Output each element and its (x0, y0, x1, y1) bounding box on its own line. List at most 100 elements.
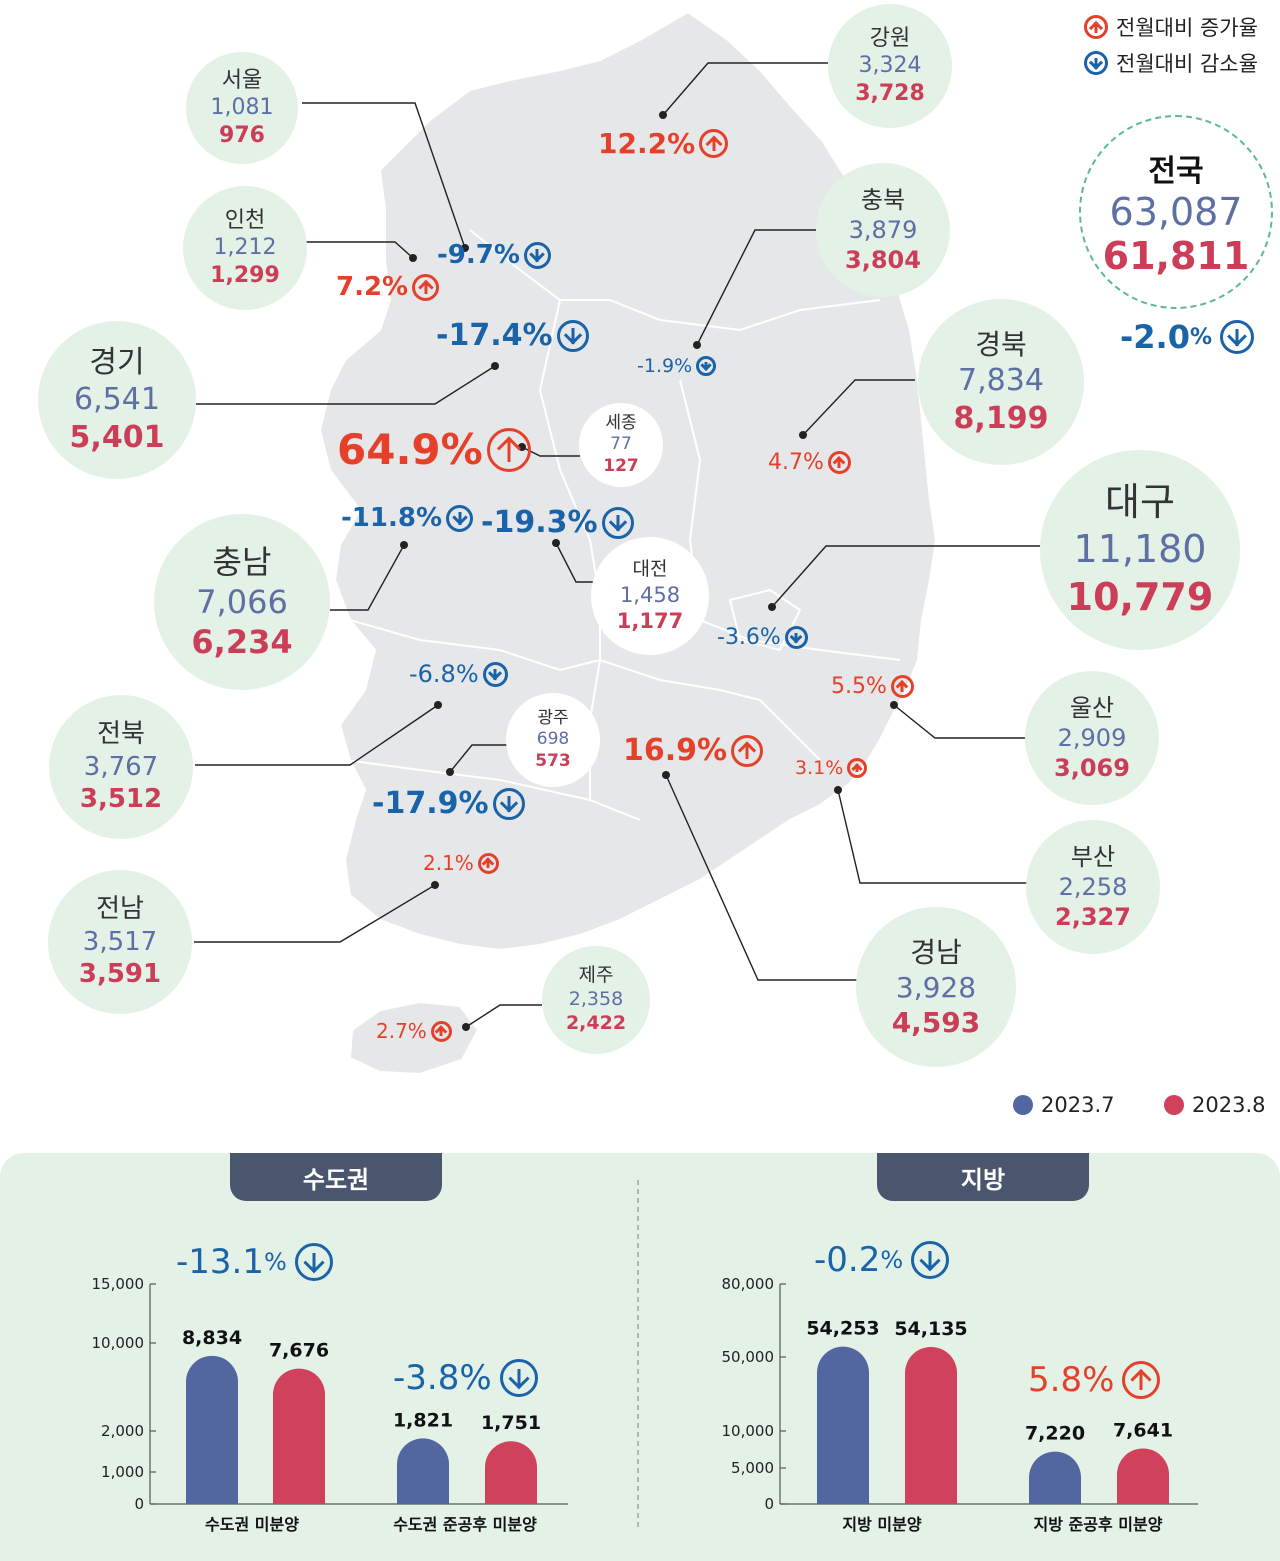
region-aug: 1,299 (210, 262, 280, 288)
leader-dot (462, 1023, 470, 1031)
region-change-seoul: -9.7% (437, 240, 551, 270)
local-region-title: 지방 (960, 1165, 1006, 1194)
arrow-up-circle-icon (731, 734, 764, 767)
region-change-value: 4.7% (768, 450, 824, 475)
region-change-value: -17.9% (372, 786, 489, 821)
legend-aug-dot (1164, 1095, 1184, 1115)
region-name: 대전 (632, 557, 668, 580)
bar-value-label: 7,676 (269, 1340, 329, 1362)
bar-value-label: 8,834 (182, 1327, 242, 1349)
capital-region-tab: 수도권 (230, 1153, 442, 1201)
region-jul: 3,928 (895, 970, 977, 1004)
region-aug: 573 (535, 750, 571, 771)
leader-line (195, 704, 439, 766)
arrow-down-circle-icon (601, 506, 634, 539)
region-aug: 3,512 (79, 784, 163, 815)
bar-value-label: 54,135 (894, 1318, 967, 1340)
y-tick-label: 2,000 (101, 1422, 144, 1440)
region-change-value: 2.1% (423, 851, 474, 875)
region-jul: 77 (610, 434, 632, 455)
region-change-gyeonggi: -17.4% (436, 318, 589, 353)
region-aug: 2,327 (1055, 903, 1131, 931)
chart-change-label: 5.8% (1028, 1360, 1161, 1400)
region-change-value: -11.8% (341, 503, 442, 533)
region-change-incheon: 7.2% (336, 272, 440, 302)
chart-change-value: -3.8% (393, 1358, 492, 1398)
region-change-busan: 3.1% (795, 757, 868, 779)
region-jul: 7,066 (196, 583, 288, 621)
leader-line (837, 789, 1028, 884)
leader-dot (409, 254, 417, 262)
region-change-value: 2.7% (376, 1019, 427, 1043)
legend-decrease-label: 전월대비 감소율 (1116, 52, 1258, 76)
category-label: 지방 미분양 (842, 1515, 921, 1534)
legend-jul-label: 2023.7 (1041, 1093, 1115, 1117)
arrow-up-circle-icon (890, 675, 914, 698)
region-bubble-jeonnam: 전남 3,517 3,591 (48, 870, 192, 1014)
region-jul: 1,081 (210, 95, 274, 121)
region-change-value: -17.4% (436, 318, 553, 353)
region-name: 대구 (1105, 479, 1175, 524)
region-jul: 11,180 (1073, 527, 1207, 572)
leader-line (771, 545, 1040, 608)
arrow-down-circle-icon (696, 356, 717, 376)
bar-value-label: 7,220 (1025, 1423, 1085, 1445)
chart-change-label: -0.2% (814, 1240, 950, 1280)
leader-line (802, 379, 915, 436)
chart-change-label: -13.1% (176, 1242, 333, 1282)
region-bubble-daegu: 대구 11,180 10,779 (1040, 450, 1240, 650)
region-name: 경남 (910, 935, 962, 969)
leader-dot (662, 771, 670, 779)
arrow-down-circle-icon (492, 787, 525, 820)
region-name: 광주 (537, 708, 569, 729)
border-line (344, 759, 641, 821)
region-bubble-busan: 부산 2,258 2,327 (1026, 820, 1160, 954)
leader-dot (400, 541, 408, 549)
bar-aug (485, 1441, 537, 1504)
region-bubble-gyeongnam: 경남 3,928 4,593 (856, 907, 1016, 1067)
y-tick-label: 50,000 (722, 1348, 775, 1366)
arrow-down-circle-icon (294, 1243, 333, 1281)
arrow-down-circle-icon (446, 504, 473, 532)
region-jul: 3,879 (848, 216, 918, 244)
chart-change-value: 5.8% (1028, 1360, 1115, 1400)
category-label: 수도권 미분양 (205, 1515, 299, 1534)
region-change-chungbuk: -1.9% (637, 355, 717, 377)
leader-line (465, 1004, 542, 1028)
region-name: 인천 (224, 207, 266, 233)
legend-increase: 전월대비 증가율 (1084, 12, 1258, 42)
y-tick-label: 1,000 (101, 1463, 144, 1481)
region-change-gangwon: 12.2% (598, 127, 729, 160)
leader-dot (890, 701, 898, 709)
region-bubble-sejong: 세종 77 127 (579, 403, 663, 487)
region-change-jeju: 2.7% (376, 1019, 452, 1043)
chart-change-label: -3.8% (393, 1358, 538, 1398)
y-tick-label: 80,000 (722, 1275, 775, 1293)
border-line (469, 229, 881, 332)
region-jul: 2,358 (568, 988, 624, 1011)
region-jul: 1,458 (619, 582, 681, 607)
arrow-down-circle-icon (556, 319, 589, 352)
arrow-down-circle-icon (784, 626, 808, 649)
bar-jul (186, 1355, 239, 1504)
leader-dot (491, 362, 499, 370)
region-bubble-chungnam: 충남 7,066 6,234 (154, 514, 330, 690)
border-line (538, 299, 601, 800)
region-aug: 8,199 (953, 400, 1049, 436)
region-jul: 2,258 (1058, 873, 1128, 901)
arrow-up-circle-icon (827, 451, 851, 474)
region-aug: 976 (219, 122, 265, 148)
national-total-bubble: 전국 63,087 61,811 (1079, 115, 1273, 309)
leader-line (330, 544, 405, 611)
leader-line (196, 365, 496, 405)
region-change-value: -1.9% (637, 355, 693, 377)
chart-change-value: -0.2 (814, 1240, 881, 1280)
region-change-value: 5.5% (831, 674, 887, 699)
y-tick-label: 15,000 (92, 1275, 145, 1293)
bar-aug (1117, 1448, 1169, 1504)
bar-jul (397, 1438, 449, 1504)
region-jul: 1,212 (213, 235, 277, 261)
bar-value-label: 1,751 (481, 1412, 541, 1434)
region-aug: 2,422 (565, 1011, 627, 1034)
region-change-value: -6.8% (409, 660, 479, 688)
